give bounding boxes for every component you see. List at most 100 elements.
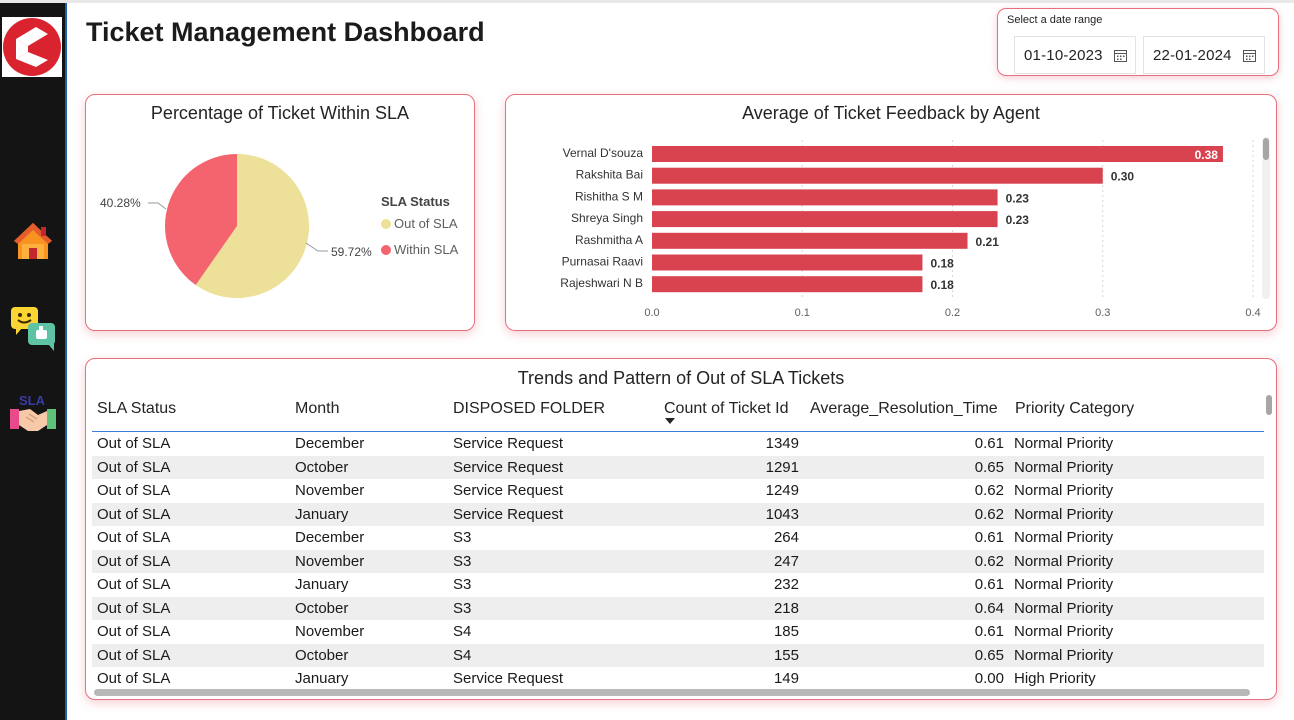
start-date-field[interactable]: 01-10-2023 <box>1014 36 1136 74</box>
cell-priority-category: Normal Priority <box>1014 646 1114 664</box>
cell-average-resolution-time: 0.62 <box>974 552 1004 570</box>
date-range-label: Select a date range <box>1007 14 1103 26</box>
sort-descending-icon[interactable] <box>665 418 675 424</box>
cell-sla-status: Out of SLA <box>97 435 171 452</box>
legend-label-out-of-sla: Out of SLA <box>394 216 458 231</box>
cell-month: December <box>295 435 365 452</box>
cell-sla-status: Out of SLA <box>97 576 171 593</box>
cell-sla-status: Out of SLA <box>97 505 171 523</box>
cell-count-of-ticket-id: 1043 <box>765 505 799 523</box>
x-tick-label: 0.1 <box>795 307 810 319</box>
trends-table-card: Trends and Pattern of Out of SLA Tickets… <box>85 358 1277 700</box>
cell-average-resolution-time: 0.62 <box>974 482 1004 499</box>
cell-count-of-ticket-id: 1291 <box>765 458 799 476</box>
x-tick-label: 0.3 <box>1095 307 1110 319</box>
table-row[interactable]: Out of SLA November S4 185 0.61 Normal Priori… <box>92 620 1264 644</box>
table-row[interactable]: Out of SLA December Service Request 1349 0.6… <box>92 432 1264 456</box>
agent-label: Rashmitha A <box>575 233 643 247</box>
column-header-average-resolution-time[interactable]: Average_Resolution_Time <box>810 400 998 417</box>
table-row[interactable]: Out of SLA January Service Request 1043 0.62… <box>92 502 1264 526</box>
cell-month: December <box>295 529 365 546</box>
cell-average-resolution-time: 0.62 <box>974 505 1004 523</box>
agent-label: Purnasai Raavi <box>562 255 643 269</box>
cell-priority-category: Normal Priority <box>1014 576 1114 593</box>
agent-label: Rakshita Bai <box>576 168 643 182</box>
end-date-field[interactable]: 22-01-2024 <box>1143 36 1265 74</box>
legend-item-within-sla[interactable]: Within SLA <box>381 242 458 257</box>
cell-priority-category: Normal Priority <box>1014 599 1114 617</box>
legend-item-out-of-sla[interactable]: Out of SLA <box>381 216 458 231</box>
table-horizontal-scrollbar-thumb[interactable] <box>94 689 1250 696</box>
sla-pie-card: Percentage of Ticket Within SLA 40.28% 5… <box>85 94 475 331</box>
bar-data-label: 0.38 <box>1195 148 1219 162</box>
table-row[interactable]: Out of SLA October Service Request 1291 0.65… <box>92 455 1264 479</box>
calendar-icon[interactable] <box>1114 49 1127 62</box>
cell-disposed-folder: Service Request <box>453 482 564 499</box>
calendar-icon[interactable] <box>1243 49 1256 62</box>
within-sla-leader-line <box>148 202 167 210</box>
cell-disposed-folder: S3 <box>453 552 472 570</box>
cell-priority-category: Normal Priority <box>1014 505 1114 523</box>
bar[interactable] <box>652 254 923 271</box>
cell-priority-category: Normal Priority <box>1014 552 1114 570</box>
bar[interactable] <box>652 146 1223 162</box>
cell-disposed-folder: S3 <box>453 529 472 546</box>
cell-month: November <box>295 623 365 640</box>
cell-count-of-ticket-id: 1249 <box>765 482 799 499</box>
feedback-chat-icon[interactable] <box>8 303 58 353</box>
cell-month: November <box>295 482 365 499</box>
pie-slice-out-of-sla[interactable] <box>195 154 309 298</box>
table-row[interactable]: Out of SLA October S4 155 0.65 Normal Priorit… <box>92 643 1264 667</box>
table-row[interactable]: Out of SLA January S3 232 0.61 Normal Priorit… <box>92 573 1264 597</box>
cell-sla-status: Out of SLA <box>97 458 171 476</box>
cell-sla-status: Out of SLA <box>97 529 171 546</box>
cell-count-of-ticket-id: 185 <box>773 623 799 640</box>
bar[interactable] <box>652 276 923 293</box>
table-header-divider <box>92 431 1264 432</box>
chart-scrollbar-thumb[interactable] <box>1263 138 1269 160</box>
agent-label: Rishitha S M <box>575 189 643 203</box>
column-header-priority-category[interactable]: Priority Category <box>1015 400 1135 417</box>
table-row[interactable]: Out of SLA December S3 264 0.61 Normal Priori… <box>92 526 1264 550</box>
cell-priority-category: Normal Priority <box>1014 435 1114 452</box>
table-vertical-scrollbar-thumb[interactable] <box>1266 395 1272 415</box>
cell-disposed-folder: S3 <box>453 599 472 617</box>
legend-dot-within-sla <box>381 244 391 255</box>
bar[interactable] <box>652 232 968 249</box>
chart-scrollbar-track[interactable] <box>1262 137 1270 299</box>
table-vertical-scrollbar-track[interactable] <box>1266 395 1273 685</box>
column-header-sla-status[interactable]: SLA Status <box>97 400 177 417</box>
within-sla-data-label: 40.28% <box>100 196 141 210</box>
brand-logo-icon[interactable] <box>2 17 62 77</box>
home-icon[interactable] <box>8 217 58 267</box>
table-body: Out of SLA December Service Request 1349 0.6… <box>92 432 1264 691</box>
table-row[interactable]: Out of SLA January Service Request 149 0.00 H… <box>92 667 1264 691</box>
table-row[interactable]: Out of SLA November S3 247 0.62 Normal Priori… <box>92 549 1264 573</box>
cell-disposed-folder: Service Request <box>453 505 564 523</box>
cell-average-resolution-time: 0.00 <box>974 670 1004 687</box>
sla-handshake-icon[interactable]: SLA <box>8 387 58 437</box>
bar[interactable] <box>652 189 998 206</box>
page-title: Ticket Management Dashboard <box>86 17 485 47</box>
cell-month: October <box>295 599 349 617</box>
bar[interactable] <box>652 211 998 228</box>
cell-average-resolution-time: 0.64 <box>974 599 1004 617</box>
cell-priority-category: Normal Priority <box>1014 482 1114 499</box>
cell-disposed-folder: Service Request <box>453 458 564 476</box>
out-of-sla-leader-line <box>305 242 328 252</box>
column-header-month[interactable]: Month <box>295 400 340 417</box>
pie-slice-within-sla[interactable] <box>165 154 237 285</box>
start-date-value: 01-10-2023 <box>1024 46 1103 64</box>
cell-priority-category: Normal Priority <box>1014 623 1114 640</box>
cell-count-of-ticket-id: 264 <box>773 529 799 546</box>
column-header-count-of-ticket-id[interactable]: Count of Ticket Id <box>664 400 789 417</box>
table-header: SLA Status Month DISPOSED FOLDER Count o… <box>86 397 1276 431</box>
date-range-slicer: Select a date range 01-10-2023 22-01-202… <box>997 8 1279 76</box>
cell-count-of-ticket-id: 149 <box>773 670 799 687</box>
table-row[interactable]: Out of SLA November Service Request 1249 0.6… <box>92 479 1264 503</box>
column-header-disposed-folder[interactable]: DISPOSED FOLDER <box>453 400 606 417</box>
cell-disposed-folder: Service Request <box>453 670 564 687</box>
bar[interactable] <box>652 167 1103 184</box>
table-row[interactable]: Out of SLA October S3 218 0.64 Normal Priorit… <box>92 596 1264 620</box>
